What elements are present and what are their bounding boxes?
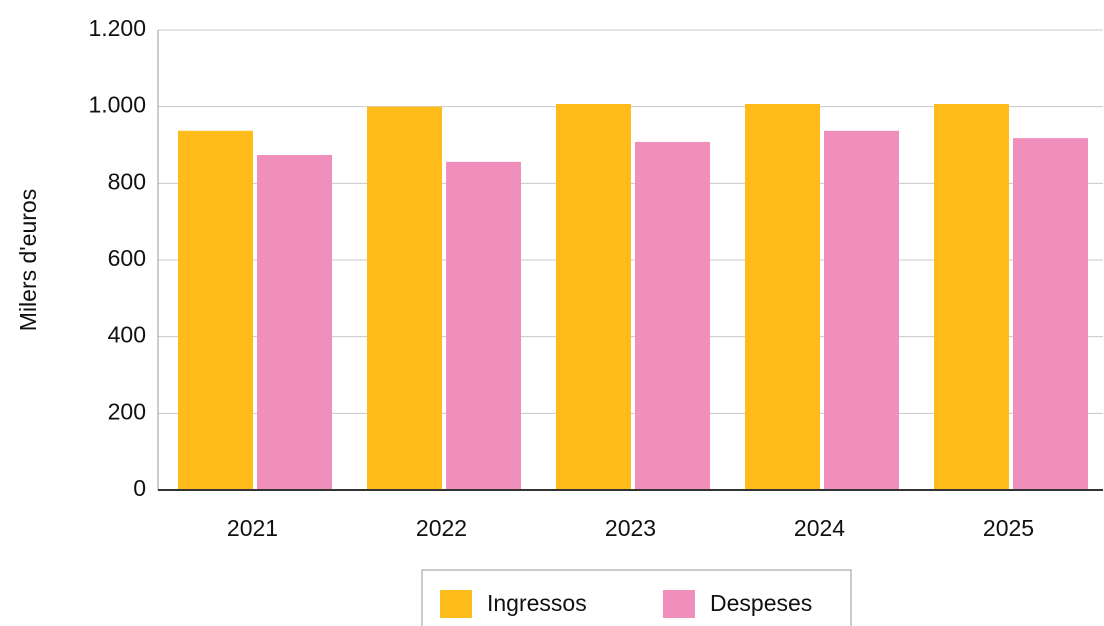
x-tick-label: 2024 — [794, 515, 845, 541]
y-tick-label: 800 — [108, 168, 146, 194]
bar — [635, 141, 710, 490]
bar — [178, 130, 253, 491]
y-tick-label: 600 — [108, 245, 146, 271]
bar — [257, 154, 332, 490]
x-tick-label: 2022 — [416, 515, 467, 541]
y-tick-label: 1.000 — [88, 92, 146, 118]
y-tick-label: 1.200 — [88, 15, 146, 41]
bar — [556, 103, 631, 490]
bar — [745, 103, 820, 490]
bar — [446, 161, 521, 490]
x-tick-label: 2021 — [227, 515, 278, 541]
bar — [367, 106, 442, 491]
bar — [934, 103, 1009, 490]
y-tick-label: 200 — [108, 398, 146, 424]
y-axis-label: Milers d'euros — [15, 189, 41, 331]
legend-swatch — [663, 590, 695, 618]
y-tick-label: 400 — [108, 322, 146, 348]
legend-swatch — [440, 590, 472, 618]
x-tick-label: 2025 — [983, 515, 1034, 541]
x-tick-label: 2023 — [605, 515, 656, 541]
bar — [824, 130, 899, 491]
legend-label: Despeses — [710, 590, 812, 616]
bar — [1013, 138, 1088, 490]
legend-label: Ingressos — [487, 590, 587, 616]
y-tick-label: 0 — [133, 475, 146, 501]
legend-box — [421, 569, 852, 626]
